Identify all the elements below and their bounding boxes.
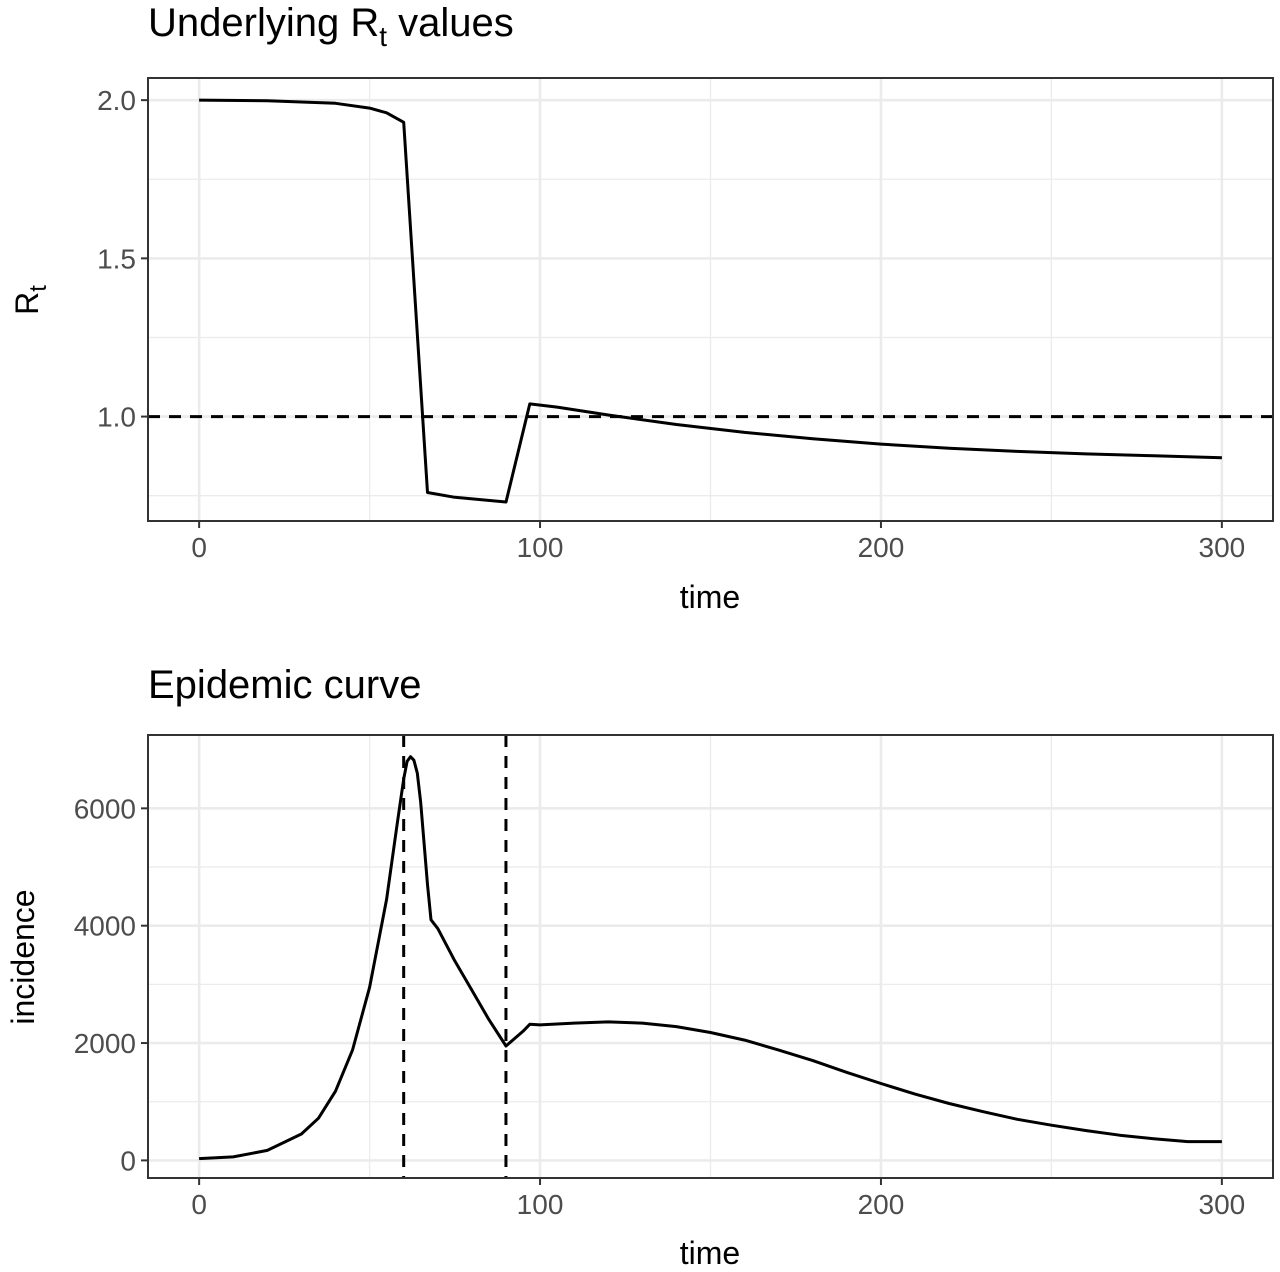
rt-panel: Underlying Rt values 0 100 200 300 1.0 1.5 2.0…	[9, 1, 1274, 615]
incidence-reference-lines	[402, 735, 508, 1178]
rt-x-tick-label: 0	[191, 532, 207, 563]
rt-y-tick-label: 2.0	[97, 85, 136, 116]
incidence-y-axis-label: incidence	[5, 889, 41, 1024]
incidence-panel: Epidemic curve 0 100 200 300 0 2000 4000 6000 t…	[5, 663, 1274, 1271]
rt-y-axis-label: Rt	[9, 285, 52, 315]
rt-x-tick-label: 300	[1199, 532, 1246, 563]
incidence-gridlines	[148, 735, 1273, 1178]
incidence-x-tick-label: 300	[1199, 1189, 1246, 1220]
rt-x-tick-label: 200	[858, 532, 905, 563]
rt-gridlines	[148, 78, 1273, 521]
rt-plot-frame	[147, 77, 1274, 522]
rt-axis-ticks: 0 100 200 300 1.0 1.5 2.0	[97, 85, 1245, 563]
incidence-x-axis-label: time	[680, 1235, 740, 1271]
rt-series-line	[199, 98, 1222, 504]
incidence-series-line	[199, 755, 1222, 1161]
rt-x-tick-label: 100	[517, 532, 564, 563]
rt-x-axis-label: time	[680, 579, 740, 615]
incidence-x-tick-label: 100	[517, 1189, 564, 1220]
incidence-panel-title: Epidemic curve	[148, 663, 421, 707]
rt-y-tick-label: 1.0	[97, 402, 136, 433]
incidence-x-tick-label: 0	[191, 1189, 207, 1220]
incidence-x-tick-label: 200	[858, 1189, 905, 1220]
rt-panel-title: Underlying Rt values	[148, 1, 514, 52]
incidence-y-tick-label: 4000	[74, 911, 136, 942]
rt-y-tick-label: 1.5	[97, 243, 136, 274]
incidence-axis-ticks: 0 100 200 300 0 2000 4000 6000	[74, 793, 1246, 1220]
incidence-y-tick-label: 2000	[74, 1028, 136, 1059]
incidence-y-tick-label: 6000	[74, 793, 136, 824]
incidence-y-tick-label: 0	[120, 1145, 136, 1176]
incidence-plot-frame	[147, 734, 1274, 1179]
